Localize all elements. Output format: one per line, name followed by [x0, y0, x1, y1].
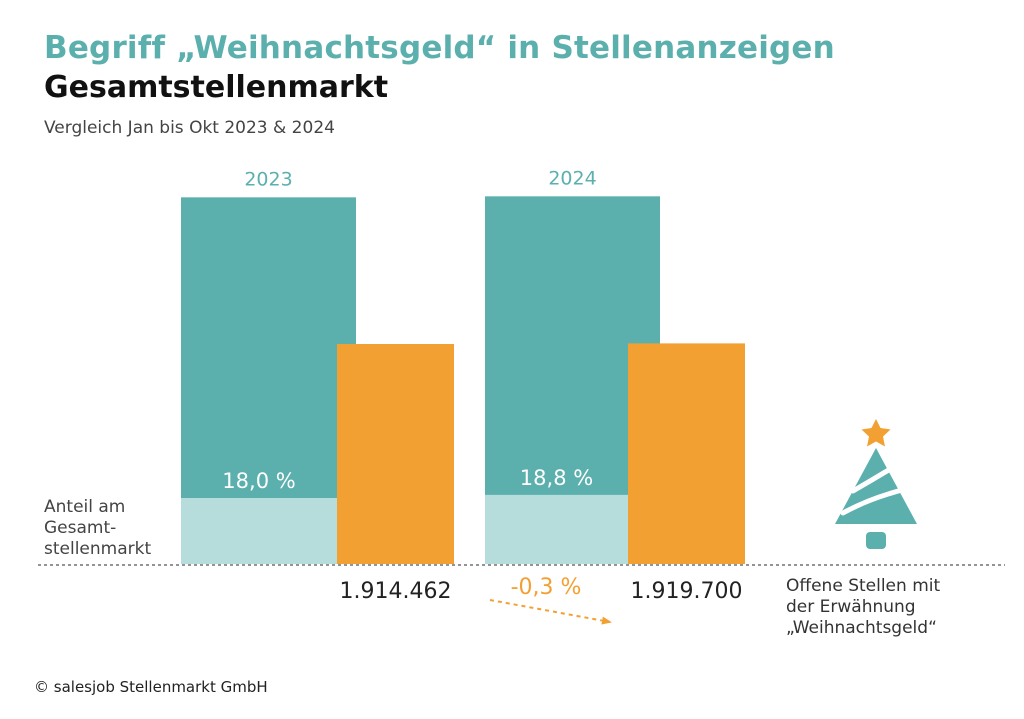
change-arrow	[489, 599, 612, 625]
year-label-2024: 2024	[548, 167, 596, 189]
christmas-tree-icon	[835, 419, 917, 549]
share-legend-line: Anteil am	[44, 497, 126, 517]
chart-caption: Vergleich Jan bis Okt 2023 & 2024	[44, 118, 335, 138]
share-legend-line: stellenmarkt	[44, 539, 152, 559]
bars-group: 2023 18,0 % 1.914.462 2024 18,8 % 1.919.700	[181, 167, 745, 604]
count-legend-line: der Erwähnung	[786, 597, 916, 617]
count-legend: Offene Stellen mit der Erwähnung „Weihna…	[786, 576, 940, 639]
share-bar-2023	[181, 498, 337, 564]
share-label-2023: 18,0 %	[222, 469, 295, 493]
share-label-2024: 18,8 %	[520, 466, 593, 490]
count-legend-line: Offene Stellen mit	[786, 576, 941, 596]
share-legend-line: Gesamt-	[44, 518, 117, 538]
share-legend: Anteil am Gesamt- stellenmarkt	[44, 497, 151, 560]
share-bar-2024	[485, 494, 628, 564]
total-label-2023: 1.914.462	[340, 579, 452, 604]
copyright: © salesjob Stellenmarkt GmbH	[34, 678, 268, 696]
change-label: -0,3 %	[511, 575, 582, 600]
count-legend-line: „Weihnachtsgeld“	[786, 618, 937, 638]
total-label-2024: 1.919.700	[631, 579, 743, 604]
year-label-2023: 2023	[244, 168, 292, 190]
total-bar-2024	[628, 343, 745, 564]
chart-subtitle: Gesamtstellenmarkt	[44, 70, 389, 105]
total-bar-2023	[337, 344, 454, 564]
chart-title: Begriff „Weihnachtsgeld“ in Stellenanzei…	[44, 30, 835, 66]
